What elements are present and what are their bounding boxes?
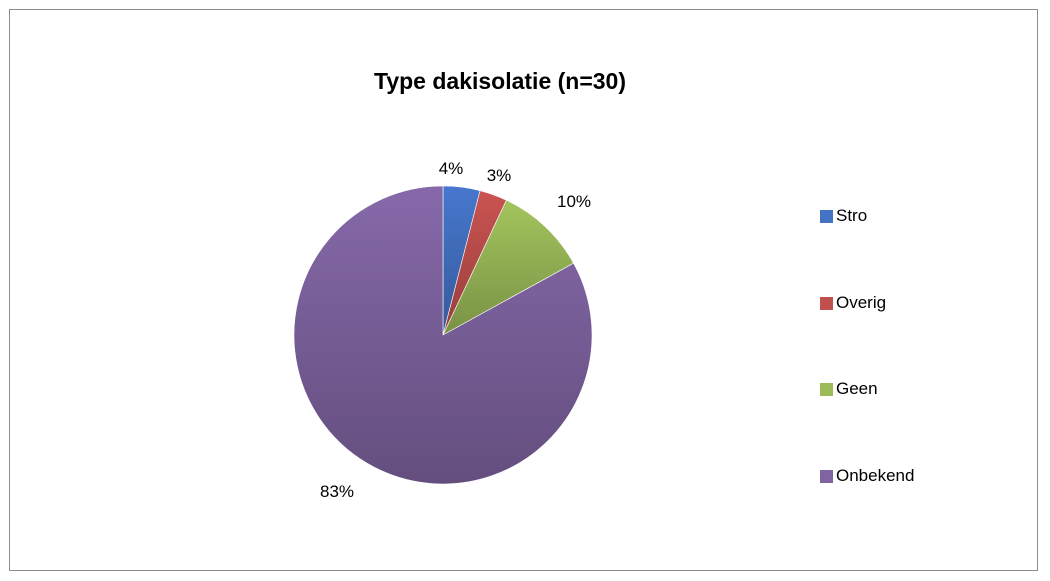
legend-label-overig: Overig bbox=[836, 293, 887, 312]
chart-title: Type dakisolatie (n=30) bbox=[373, 68, 627, 94]
data-label-geen: 10% bbox=[557, 192, 591, 211]
data-label-onbekend: 83% bbox=[320, 482, 354, 501]
data-label-overig: 3% bbox=[487, 166, 512, 185]
legend-swatch-geen bbox=[820, 382, 833, 396]
legend-swatch-onbekend bbox=[820, 469, 833, 483]
legend-item-geen: Geen bbox=[820, 378, 878, 400]
legend-item-onbekend: Onbekend bbox=[820, 465, 914, 487]
legend-item-stro: Stro bbox=[820, 205, 867, 227]
pie-chart: 4% 3% 10% 83% bbox=[293, 159, 593, 501]
legend-item-overig: Overig bbox=[820, 292, 886, 314]
chart-area: Type dakisolatie (n=30) 4% 3% 10% 83% Stro O… bbox=[9, 9, 1038, 571]
legend-label-onbekend: Onbekend bbox=[836, 466, 915, 485]
legend-label-geen: Geen bbox=[836, 379, 878, 398]
legend-swatch-stro bbox=[820, 209, 833, 223]
legend-label-stro: Stro bbox=[836, 206, 868, 225]
legend-swatch-overig bbox=[820, 296, 833, 310]
pie-slice-geen bbox=[442, 199, 574, 336]
pie-slice-onbekend bbox=[293, 185, 593, 485]
data-label-stro: 4% bbox=[439, 159, 464, 178]
